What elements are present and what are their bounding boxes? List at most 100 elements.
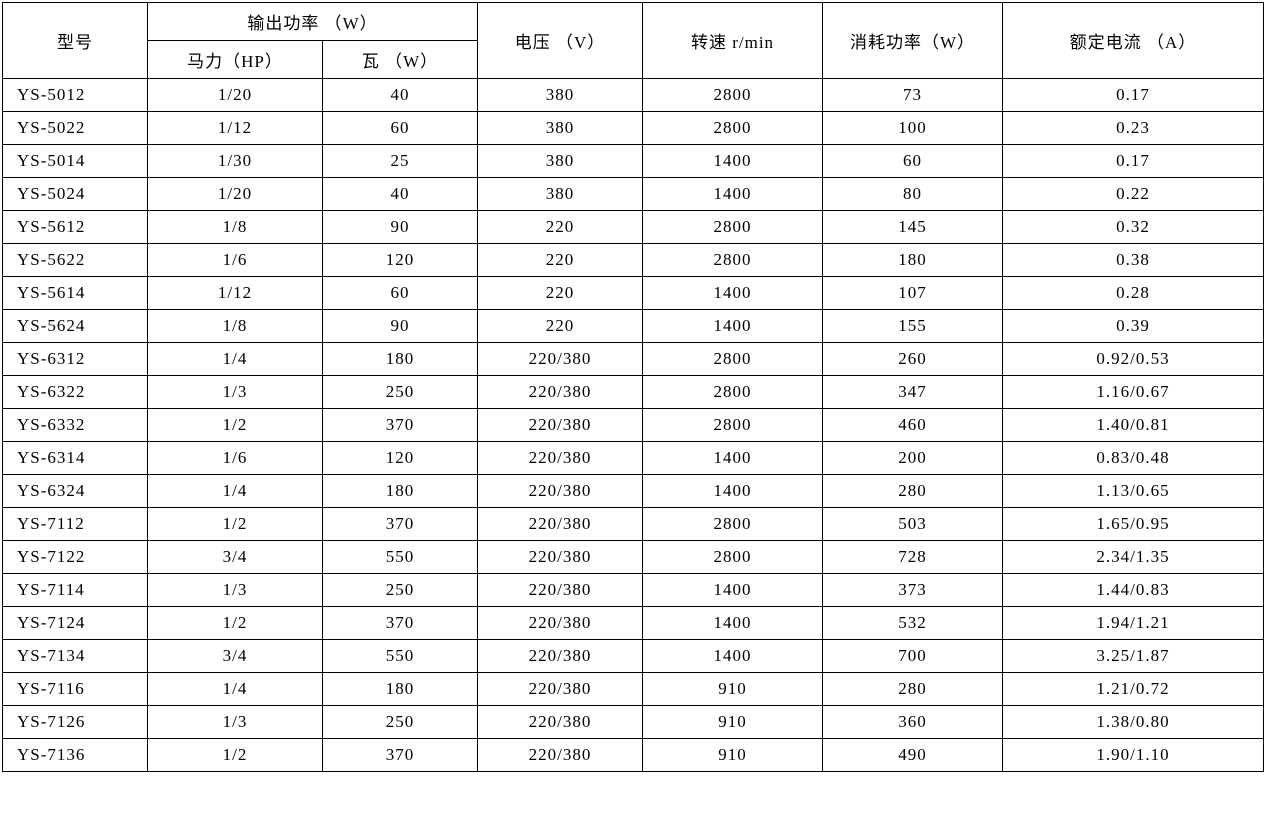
table-cell: 373 — [823, 574, 1003, 607]
table-cell: 1400 — [643, 475, 823, 508]
table-cell: 180 — [323, 475, 478, 508]
table-cell: 1.13/0.65 — [1003, 475, 1264, 508]
table-cell: 2800 — [643, 409, 823, 442]
table-cell: 1/2 — [148, 409, 323, 442]
table-cell: 120 — [323, 244, 478, 277]
header-current: 额定电流 （A） — [1003, 3, 1264, 79]
table-cell: 1.94/1.21 — [1003, 607, 1264, 640]
table-cell: YS-7116 — [3, 673, 148, 706]
table-cell: 155 — [823, 310, 1003, 343]
table-cell: 0.17 — [1003, 145, 1264, 178]
table-cell: 1/20 — [148, 79, 323, 112]
table-cell: 180 — [323, 343, 478, 376]
table-cell: YS-7114 — [3, 574, 148, 607]
table-cell: 0.32 — [1003, 211, 1264, 244]
table-cell: YS-5014 — [3, 145, 148, 178]
table-cell: 380 — [478, 145, 643, 178]
table-cell: 700 — [823, 640, 1003, 673]
table-cell: 0.17 — [1003, 79, 1264, 112]
header-watt: 瓦 （W） — [323, 41, 478, 79]
table-row: YS-63241/4180220/38014002801.13/0.65 — [3, 475, 1264, 508]
table-row: YS-71161/4180220/3809102801.21/0.72 — [3, 673, 1264, 706]
table-row: YS-71261/3250220/3809103601.38/0.80 — [3, 706, 1264, 739]
table-cell: 60 — [323, 277, 478, 310]
table-cell: YS-5024 — [3, 178, 148, 211]
table-cell: 490 — [823, 739, 1003, 772]
table-cell: YS-6324 — [3, 475, 148, 508]
table-cell: 2800 — [643, 244, 823, 277]
table-cell: 260 — [823, 343, 1003, 376]
table-cell: 1.90/1.10 — [1003, 739, 1264, 772]
table-cell: 60 — [323, 112, 478, 145]
table-row: YS-63321/2370220/38028004601.40/0.81 — [3, 409, 1264, 442]
header-hp: 马力（HP） — [148, 41, 323, 79]
table-cell: 200 — [823, 442, 1003, 475]
header-voltage: 电压 （V） — [478, 3, 643, 79]
table-row: YS-71223/4550220/38028007282.34/1.35 — [3, 541, 1264, 574]
table-cell: 370 — [323, 409, 478, 442]
table-row: YS-63121/4180220/38028002600.92/0.53 — [3, 343, 1264, 376]
table-cell: 1/2 — [148, 508, 323, 541]
table-cell: 1.40/0.81 — [1003, 409, 1264, 442]
table-cell: 40 — [323, 178, 478, 211]
table-cell: 2800 — [643, 112, 823, 145]
table-cell: 250 — [323, 376, 478, 409]
table-cell: YS-6312 — [3, 343, 148, 376]
table-cell: 80 — [823, 178, 1003, 211]
table-cell: 2800 — [643, 211, 823, 244]
table-cell: YS-7126 — [3, 706, 148, 739]
table-cell: 220/380 — [478, 343, 643, 376]
table-cell: 0.22 — [1003, 178, 1264, 211]
table-cell: 145 — [823, 211, 1003, 244]
table-cell: 220 — [478, 244, 643, 277]
table-cell: 280 — [823, 475, 1003, 508]
table-cell: 250 — [323, 706, 478, 739]
table-cell: 380 — [478, 112, 643, 145]
table-cell: 60 — [823, 145, 1003, 178]
table-row: YS-56221/612022028001800.38 — [3, 244, 1264, 277]
table-cell: YS-6332 — [3, 409, 148, 442]
table-cell: 532 — [823, 607, 1003, 640]
table-cell: 180 — [823, 244, 1003, 277]
table-row: YS-63141/6120220/38014002000.83/0.48 — [3, 442, 1264, 475]
table-cell: YS-5012 — [3, 79, 148, 112]
table-cell: YS-5614 — [3, 277, 148, 310]
table-row: YS-56241/89022014001550.39 — [3, 310, 1264, 343]
table-cell: 0.92/0.53 — [1003, 343, 1264, 376]
table-cell: 3/4 — [148, 541, 323, 574]
table-row: YS-50221/126038028001000.23 — [3, 112, 1264, 145]
table-cell: 1/2 — [148, 739, 323, 772]
table-cell: 0.39 — [1003, 310, 1264, 343]
table-cell: YS-7122 — [3, 541, 148, 574]
table-cell: 1/4 — [148, 673, 323, 706]
table-cell: 220 — [478, 211, 643, 244]
table-cell: 550 — [323, 541, 478, 574]
table-cell: YS-6322 — [3, 376, 148, 409]
table-cell: 1/8 — [148, 310, 323, 343]
table-cell: 0.23 — [1003, 112, 1264, 145]
table-cell: 90 — [323, 310, 478, 343]
table-cell: 220 — [478, 310, 643, 343]
table-cell: 1/20 — [148, 178, 323, 211]
table-row: YS-71361/2370220/3809104901.90/1.10 — [3, 739, 1264, 772]
table-cell: 180 — [323, 673, 478, 706]
table-cell: 360 — [823, 706, 1003, 739]
table-cell: 1/6 — [148, 442, 323, 475]
table-cell: 2800 — [643, 343, 823, 376]
table-cell: 1400 — [643, 574, 823, 607]
table-cell: 220/380 — [478, 607, 643, 640]
table-cell: 1400 — [643, 178, 823, 211]
table-header: 型号 输出功率 （W） 电压 （V） 转速 r/min 消耗功率（W） 额定电流… — [3, 3, 1264, 79]
table-cell: YS-6314 — [3, 442, 148, 475]
table-cell: 503 — [823, 508, 1003, 541]
table-cell: YS-5022 — [3, 112, 148, 145]
table-cell: 1/12 — [148, 112, 323, 145]
table-cell: 1/4 — [148, 343, 323, 376]
table-cell: 2800 — [643, 79, 823, 112]
table-cell: 1/2 — [148, 607, 323, 640]
table-cell: 40 — [323, 79, 478, 112]
table-cell: 220/380 — [478, 640, 643, 673]
table-cell: YS-5612 — [3, 211, 148, 244]
header-speed: 转速 r/min — [643, 3, 823, 79]
table-cell: 1400 — [643, 310, 823, 343]
